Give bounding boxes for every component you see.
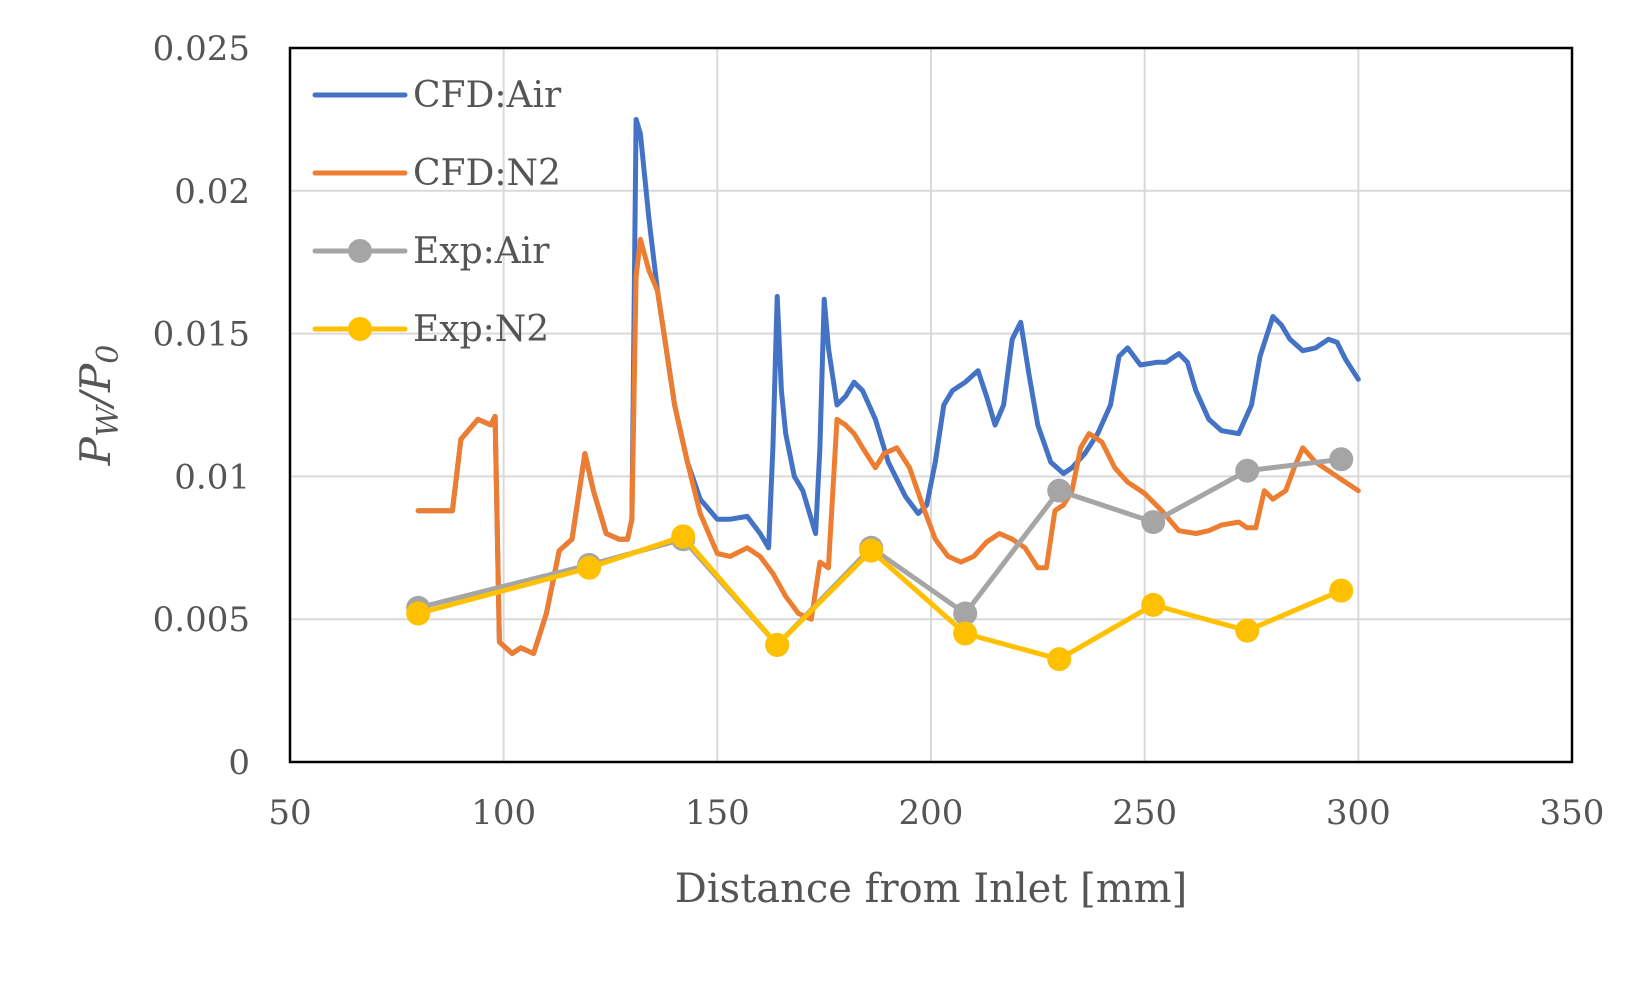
- y-axis-title-sub-w: W: [91, 404, 126, 437]
- legend-marker: [348, 317, 372, 341]
- legend-marker: [348, 239, 372, 263]
- y-axis-title: PW/P0: [71, 345, 126, 467]
- y-axis-title-sub-0: 0: [91, 345, 126, 364]
- data-point: [1141, 510, 1166, 535]
- x-tick-label: 250: [1112, 793, 1177, 833]
- y-axis-title-slash: /: [71, 388, 120, 410]
- x-tick-label: 200: [899, 793, 964, 833]
- x-tick-label: 150: [685, 793, 750, 833]
- y-tick-label: 0: [228, 743, 250, 783]
- data-point: [859, 538, 884, 563]
- data-point: [406, 601, 431, 626]
- x-tick-label: 350: [1540, 793, 1605, 833]
- legend: CFD:Air CFD:N2 Exp:Air Exp:N2: [312, 75, 562, 350]
- data-point: [671, 524, 696, 549]
- y-axis-title-p: P: [71, 436, 120, 466]
- x-tick-label: 300: [1326, 793, 1391, 833]
- y-tick-label: 0.02: [174, 172, 250, 212]
- y-tick-label: 0.005: [153, 600, 250, 640]
- data-point: [1047, 647, 1072, 672]
- y-tick-label: 0.025: [153, 29, 250, 69]
- legend-label: CFD:N2: [413, 153, 561, 194]
- series-cfd-n2: [415, 236, 1361, 656]
- series-lines: [406, 116, 1361, 672]
- legend-item: CFD:Air: [312, 75, 562, 116]
- data-point: [1047, 478, 1072, 503]
- data-point: [953, 621, 978, 646]
- legend-label: Exp:Air: [413, 231, 550, 272]
- series-line: [415, 533, 1344, 662]
- data-point: [1235, 458, 1260, 483]
- x-tick-label: 50: [268, 793, 311, 833]
- legend-item: Exp:N2: [312, 309, 549, 350]
- data-point: [1141, 592, 1166, 617]
- tick-labels: 50 100 150 200 250 300 350 0 0.005 0.01 0.015 0.02 0…: [153, 29, 1605, 833]
- data-point: [1235, 618, 1260, 643]
- y-tick-label: 0.01: [174, 457, 250, 497]
- data-point: [577, 555, 602, 580]
- y-axis-title-p0: P: [71, 363, 120, 393]
- legend-label: Exp:N2: [413, 309, 549, 350]
- legend-item: CFD:N2: [312, 153, 561, 194]
- series-exp-n2: [406, 524, 1354, 672]
- x-axis-title: Distance from Inlet [mm]: [675, 866, 1187, 912]
- legend-item: Exp:Air: [312, 231, 550, 272]
- series-line: [415, 236, 1361, 656]
- data-point: [1329, 578, 1354, 603]
- y-tick-label: 0.015: [153, 315, 250, 355]
- x-tick-label: 100: [471, 793, 536, 833]
- data-point: [1329, 447, 1354, 472]
- data-point: [953, 601, 978, 626]
- data-point: [765, 632, 790, 657]
- plot-frame: [288, 46, 1574, 764]
- legend-label: CFD:Air: [413, 75, 562, 116]
